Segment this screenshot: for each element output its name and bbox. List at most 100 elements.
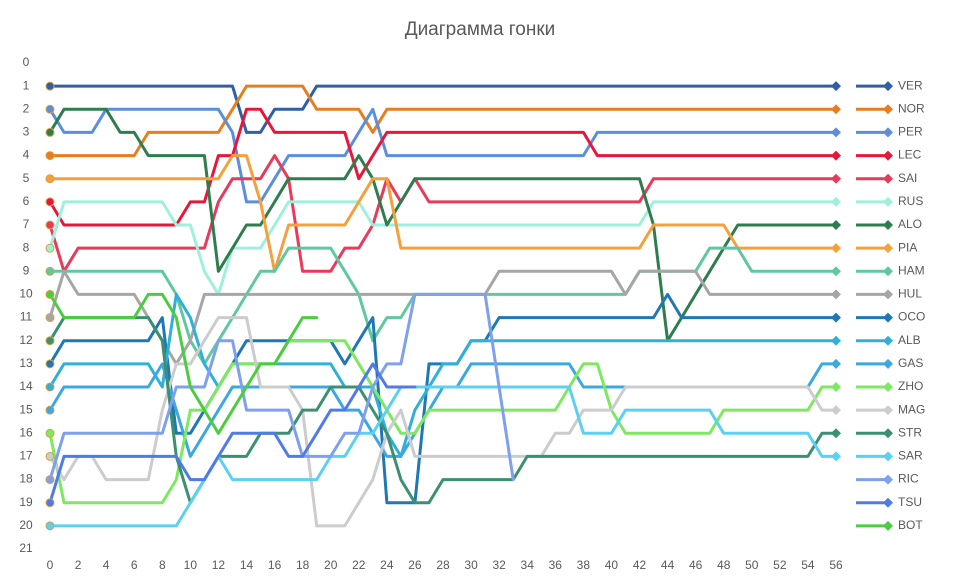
x-tick-label: 12 — [212, 558, 226, 572]
start-marker — [45, 127, 55, 137]
end-marker — [831, 451, 841, 462]
end-marker — [831, 81, 841, 92]
x-tick-label: 28 — [436, 558, 450, 572]
x-tick-label: 54 — [801, 558, 815, 572]
legend-marker — [883, 335, 893, 346]
start-marker — [45, 475, 55, 485]
y-tick-label: 15 — [19, 402, 33, 416]
series-line — [48, 154, 838, 273]
legend-marker — [883, 382, 893, 392]
end-marker — [831, 312, 841, 323]
start-marker — [45, 151, 55, 161]
y-tick-label: 8 — [23, 240, 30, 254]
x-tick-label: 16 — [268, 558, 282, 572]
end-marker — [831, 358, 841, 369]
series-line — [48, 200, 838, 296]
y-tick-label: 12 — [19, 333, 33, 347]
start-marker — [45, 428, 55, 438]
y-tick-label: 10 — [19, 287, 33, 301]
legend-marker — [883, 266, 893, 277]
series-line — [48, 292, 515, 482]
end-marker — [831, 173, 841, 184]
x-tick-label: 50 — [745, 558, 759, 572]
legend-label: NOR — [898, 101, 925, 115]
y-tick-label: 18 — [19, 472, 33, 486]
end-marker — [831, 289, 841, 300]
legend-label: PER — [898, 125, 923, 139]
legend-marker — [883, 474, 893, 485]
legend-marker — [883, 104, 893, 115]
x-tick-label: 52 — [773, 558, 787, 572]
legend-label: HAM — [898, 263, 925, 277]
legend-label: TSU — [898, 495, 922, 509]
series-line — [48, 292, 838, 458]
legend-label: ALB — [898, 333, 921, 347]
start-marker — [45, 174, 55, 184]
x-tick-label: 46 — [689, 558, 703, 572]
start-marker — [45, 197, 55, 207]
chart-title: Диаграмма гонки — [405, 19, 556, 40]
legend-label: PIA — [898, 240, 917, 254]
y-tick-label: 17 — [19, 449, 33, 463]
y-tick-label: 1 — [23, 78, 30, 92]
y-tick-label: 21 — [19, 541, 33, 555]
legend-marker — [883, 173, 893, 184]
end-marker — [831, 150, 841, 161]
y-tick-label: 16 — [19, 425, 33, 439]
y-tick-label: 3 — [23, 125, 30, 139]
start-marker — [45, 289, 55, 299]
series-line — [48, 339, 838, 505]
x-tick-label: 42 — [633, 558, 647, 572]
series-line — [48, 107, 838, 227]
legend-marker — [883, 81, 893, 92]
y-tick-label: 19 — [19, 495, 33, 509]
series-line — [48, 316, 838, 505]
legend-marker — [883, 358, 893, 369]
y-tick-label: 6 — [23, 194, 30, 208]
end-marker — [831, 266, 841, 277]
y-tick-label: 20 — [19, 518, 33, 532]
y-tick-label: 9 — [23, 263, 30, 277]
start-marker — [45, 266, 55, 276]
series-line — [48, 107, 838, 204]
end-marker — [831, 428, 841, 439]
x-tick-label: 0 — [47, 558, 54, 572]
x-tick-label: 20 — [324, 558, 338, 572]
x-tick-label: 56 — [829, 558, 843, 572]
legend-marker — [883, 405, 893, 416]
y-tick-label: 7 — [23, 217, 30, 231]
end-marker — [831, 405, 841, 416]
legend-marker — [883, 520, 893, 531]
x-tick-label: 48 — [717, 558, 731, 572]
series-line — [48, 154, 838, 273]
start-marker — [45, 359, 55, 369]
legend-marker — [883, 196, 893, 207]
legend-label: RIC — [898, 472, 919, 486]
x-tick-label: 30 — [464, 558, 478, 572]
x-tick-label: 8 — [159, 558, 166, 572]
x-tick-label: 2 — [75, 558, 82, 572]
start-marker — [45, 313, 55, 323]
start-marker — [45, 498, 55, 508]
legend-label: ZHO — [898, 379, 923, 393]
end-marker — [831, 196, 841, 207]
x-tick-label: 4 — [103, 558, 110, 572]
start-marker — [45, 243, 55, 253]
y-tick-label: 5 — [23, 171, 30, 185]
start-marker — [45, 81, 55, 91]
start-marker — [45, 104, 55, 114]
x-tick-label: 26 — [408, 558, 422, 572]
legend-marker — [883, 243, 893, 254]
legend-label: SAI — [898, 171, 917, 185]
x-tick-label: 6 — [131, 558, 138, 572]
legend-label: OCO — [898, 310, 925, 324]
start-marker — [45, 382, 55, 392]
legend-label: ALO — [898, 217, 922, 231]
end-marker — [831, 104, 841, 115]
x-tick-label: 44 — [661, 558, 675, 572]
x-tick-label: 40 — [605, 558, 619, 572]
legend-label: STR — [898, 425, 922, 439]
start-marker — [45, 405, 55, 415]
series-line — [48, 362, 417, 505]
y-tick-label: 2 — [23, 101, 30, 115]
